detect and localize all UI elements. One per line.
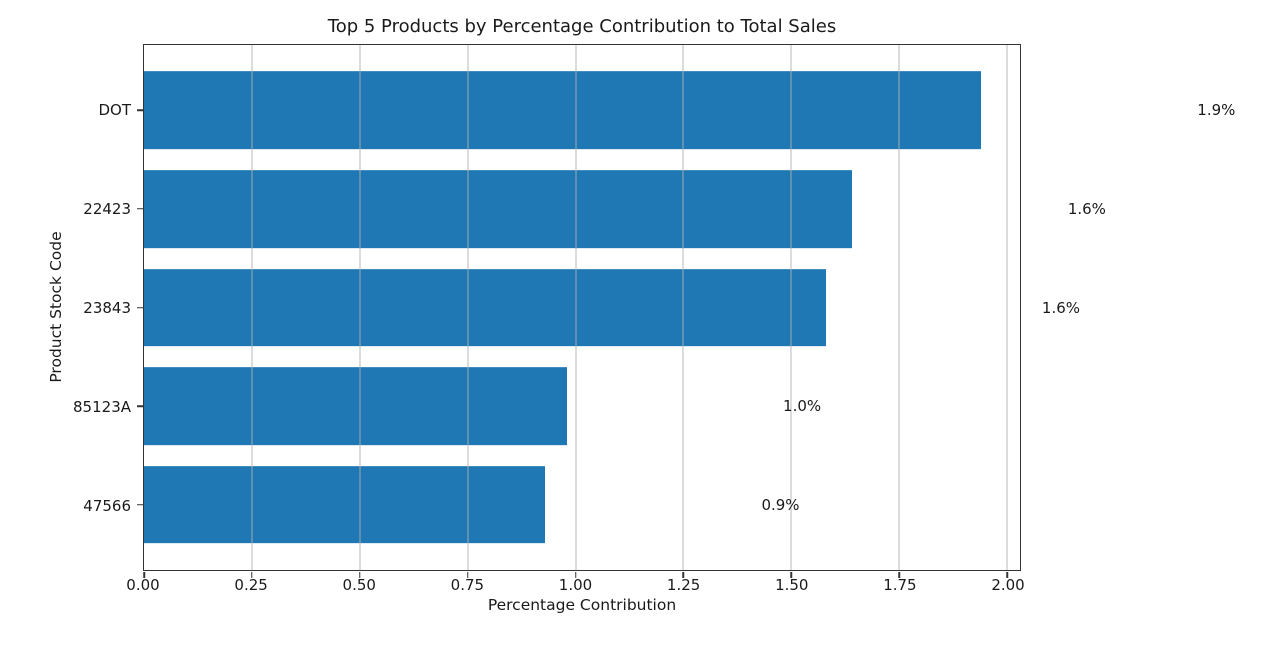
- x-tick-mark: [682, 571, 685, 578]
- x-tick-label: 1.25: [666, 576, 701, 594]
- bar-23843: [144, 268, 826, 347]
- gridline: [682, 45, 684, 570]
- bar-47566: [144, 465, 546, 544]
- y-tick-mark: [136, 109, 143, 111]
- y-tick-mark: [136, 503, 143, 506]
- gridline: [359, 45, 361, 570]
- y-tick-mark: [136, 306, 143, 309]
- bar-22423: [144, 170, 852, 248]
- gridline: [790, 45, 792, 570]
- x-tick-label: 1.75: [883, 576, 917, 594]
- y-tick-label: 22423: [83, 199, 131, 218]
- bar-DOT: [144, 71, 982, 150]
- x-tick-label: 0.50: [342, 576, 376, 594]
- x-axis-tick-labels: 0.00 0.25 0.50 0.75 1.00 1.25 1.50 1.75 2.00: [126, 576, 1025, 596]
- bar-value-label: 1.9%: [1197, 101, 1236, 120]
- x-tick-label: 0.75: [450, 576, 485, 594]
- bar-value-label: 1.0%: [783, 397, 822, 416]
- gridline: [898, 45, 900, 570]
- bar-value-label: 0.9%: [761, 495, 800, 514]
- y-tick-label: 47566: [83, 496, 131, 515]
- bar-85123A: [144, 367, 567, 445]
- x-tick-mark: [1006, 571, 1008, 578]
- y-tick-label: 23843: [83, 298, 131, 317]
- chart-title: Top 5 Products by Percentage Contributio…: [327, 16, 837, 37]
- x-tick-label: 0.25: [234, 576, 268, 594]
- y-tick-label: DOT: [98, 100, 131, 119]
- x-tick-label: 0.00: [126, 576, 160, 594]
- y-tick-mark: [136, 208, 143, 210]
- x-tick-label: 1.50: [775, 576, 809, 594]
- x-tick-mark: [790, 571, 793, 578]
- gridline: [575, 45, 577, 570]
- x-tick-mark: [466, 571, 469, 578]
- x-tick-mark: [251, 571, 253, 578]
- gridline: [1006, 45, 1008, 570]
- x-tick-label: 1.00: [558, 576, 593, 594]
- x-tick-mark: [574, 571, 577, 578]
- y-tick-label: 85123A: [73, 397, 131, 416]
- plot-area: 1.9% 1.6% 1.6% 1.0% 0.9%: [136, 44, 1235, 578]
- x-axis-label: Percentage Contribution: [487, 596, 677, 614]
- y-tick-mark: [136, 405, 143, 407]
- gridline: [467, 45, 469, 570]
- y-axis-tick-labels: DOT 22423 23843 85123A 47566: [0, 44, 131, 571]
- bar-value-label: 1.6%: [1041, 298, 1081, 317]
- x-tick-label: 2.00: [991, 576, 1025, 594]
- x-tick-mark: [898, 571, 900, 578]
- bar-value-label: 1.6%: [1067, 199, 1106, 218]
- x-tick-mark: [359, 571, 361, 578]
- gridline: [251, 45, 253, 570]
- x-tick-mark: [143, 571, 145, 578]
